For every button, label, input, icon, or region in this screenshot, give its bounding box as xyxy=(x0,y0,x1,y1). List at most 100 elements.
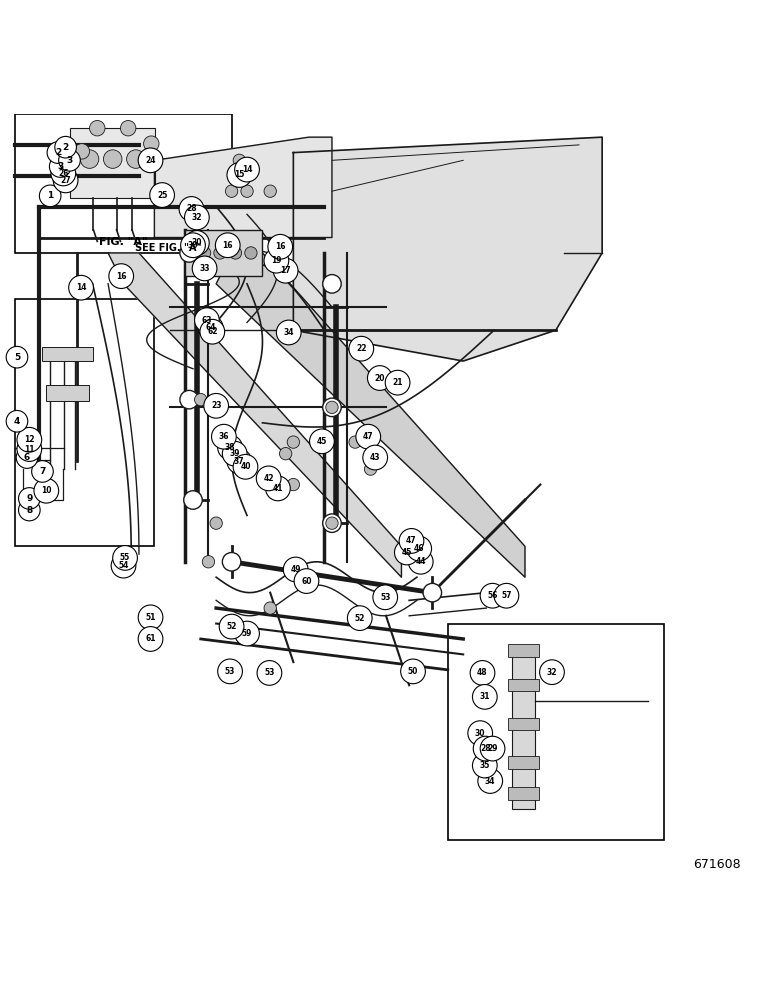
Circle shape xyxy=(283,557,308,582)
Circle shape xyxy=(222,552,241,571)
Circle shape xyxy=(349,436,361,448)
Circle shape xyxy=(227,163,252,187)
Circle shape xyxy=(235,621,259,646)
Text: 50: 50 xyxy=(408,667,418,676)
Circle shape xyxy=(212,424,236,449)
Bar xyxy=(15,299,154,546)
Text: 30: 30 xyxy=(475,729,486,738)
Circle shape xyxy=(210,517,222,529)
Bar xyxy=(512,654,535,809)
Text: 63: 63 xyxy=(201,316,212,325)
Circle shape xyxy=(180,390,198,409)
Text: 44: 44 xyxy=(415,557,426,566)
Circle shape xyxy=(480,583,505,608)
Text: 14: 14 xyxy=(242,165,252,174)
Circle shape xyxy=(326,517,338,529)
Circle shape xyxy=(39,185,61,207)
Bar xyxy=(508,644,539,657)
Circle shape xyxy=(394,540,419,565)
Circle shape xyxy=(241,185,253,197)
Circle shape xyxy=(470,661,495,685)
Circle shape xyxy=(401,659,425,684)
Circle shape xyxy=(138,605,163,630)
Text: 45: 45 xyxy=(317,437,327,446)
Circle shape xyxy=(294,569,319,593)
Circle shape xyxy=(279,448,292,460)
Text: 47: 47 xyxy=(406,536,417,545)
Circle shape xyxy=(473,736,498,761)
Text: 21: 21 xyxy=(392,378,403,387)
Text: 23: 23 xyxy=(211,401,222,410)
Text: SEE FIG. "A": SEE FIG. "A" xyxy=(135,243,201,253)
Circle shape xyxy=(185,231,209,255)
Text: 62: 62 xyxy=(207,327,218,336)
Circle shape xyxy=(218,435,242,460)
Circle shape xyxy=(55,136,76,158)
Text: 2: 2 xyxy=(55,148,61,157)
Text: 39: 39 xyxy=(229,449,240,458)
Text: 7: 7 xyxy=(39,467,46,476)
Bar xyxy=(448,624,664,840)
Text: 3: 3 xyxy=(57,162,63,171)
Circle shape xyxy=(17,427,42,452)
Circle shape xyxy=(264,248,289,273)
Circle shape xyxy=(399,529,424,553)
Text: FIG. "A": FIG. "A" xyxy=(100,237,147,247)
Circle shape xyxy=(195,393,207,406)
Text: 30: 30 xyxy=(188,241,198,250)
Text: 40: 40 xyxy=(240,462,251,471)
Circle shape xyxy=(202,556,215,568)
Text: 31: 31 xyxy=(479,692,490,701)
Text: 43: 43 xyxy=(370,453,381,462)
Circle shape xyxy=(235,157,259,182)
Circle shape xyxy=(478,769,503,793)
Circle shape xyxy=(215,233,240,258)
Text: 5: 5 xyxy=(14,353,20,362)
Text: 53: 53 xyxy=(264,668,275,677)
Circle shape xyxy=(323,398,341,417)
Text: 6: 6 xyxy=(24,453,30,462)
Circle shape xyxy=(19,488,40,509)
Text: 4: 4 xyxy=(14,417,20,426)
Text: 20: 20 xyxy=(374,374,385,383)
Circle shape xyxy=(80,150,99,168)
Text: 11: 11 xyxy=(24,445,35,454)
Text: 38: 38 xyxy=(225,443,235,452)
Circle shape xyxy=(19,499,40,521)
Bar xyxy=(42,347,93,361)
Circle shape xyxy=(204,393,229,418)
Text: 61: 61 xyxy=(145,634,156,643)
Circle shape xyxy=(6,410,28,432)
Circle shape xyxy=(51,161,76,186)
Text: 9: 9 xyxy=(26,494,32,503)
Bar xyxy=(70,128,155,198)
Text: 16: 16 xyxy=(275,242,286,251)
Text: 45: 45 xyxy=(401,548,412,557)
Text: 25: 25 xyxy=(157,191,168,200)
Circle shape xyxy=(185,205,209,230)
Circle shape xyxy=(287,436,300,448)
Circle shape xyxy=(423,583,442,602)
Circle shape xyxy=(218,659,242,684)
Circle shape xyxy=(256,466,281,491)
Text: 33: 33 xyxy=(199,264,210,273)
Circle shape xyxy=(323,275,341,293)
Circle shape xyxy=(245,247,257,259)
Circle shape xyxy=(356,424,381,449)
Circle shape xyxy=(111,553,136,578)
Text: 19: 19 xyxy=(271,256,282,265)
Circle shape xyxy=(227,449,252,474)
Text: 10: 10 xyxy=(41,486,52,495)
Text: 46: 46 xyxy=(414,544,425,553)
Polygon shape xyxy=(293,137,602,361)
Text: 671608: 671608 xyxy=(693,858,741,871)
Circle shape xyxy=(113,546,137,570)
Circle shape xyxy=(120,120,136,136)
Circle shape xyxy=(127,150,145,168)
Text: 28: 28 xyxy=(480,744,491,753)
Text: 36: 36 xyxy=(218,432,229,441)
Text: 52: 52 xyxy=(226,622,237,631)
Text: 17: 17 xyxy=(280,266,291,275)
Circle shape xyxy=(326,401,338,414)
Circle shape xyxy=(138,148,163,173)
